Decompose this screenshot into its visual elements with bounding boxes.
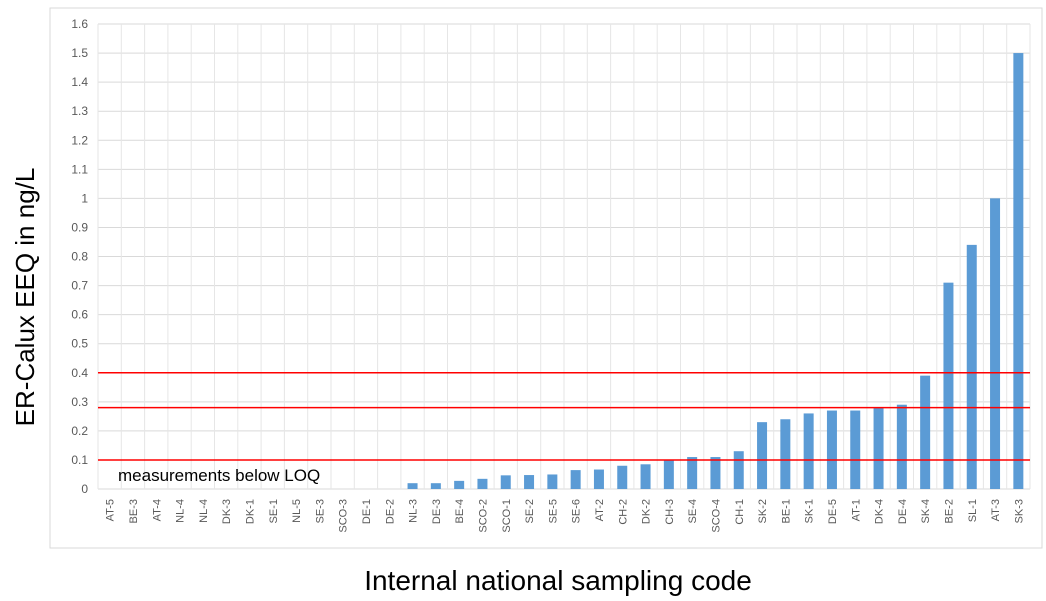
y-tick-label: 0.9	[71, 220, 88, 234]
bar	[896, 404, 907, 489]
x-tick-label: DE-4	[897, 499, 909, 524]
x-tick-label: BE-4	[454, 499, 466, 523]
bar	[757, 422, 768, 489]
y-tick-label: 0.8	[71, 250, 88, 264]
x-tick-label: DE-5	[827, 499, 839, 524]
x-tick-label: SCO-3	[338, 499, 350, 533]
y-tick-label: 1.4	[71, 75, 88, 89]
x-tick-label: SE-2	[524, 499, 536, 523]
x-tick-label: SL-1	[967, 499, 979, 522]
y-axis-ticks: 0 0.1 0.2 0.3 0.4 0.5 0.6 0.7 0.8 0.9 1 1.1 1.2 1.3 1.…	[71, 17, 88, 496]
x-axis-label: Internal national sampling code	[364, 565, 752, 596]
y-tick-label: 0.7	[71, 279, 88, 293]
bar	[943, 282, 954, 489]
y-tick-label: 1.6	[71, 17, 88, 31]
y-tick-label: 1.1	[71, 162, 88, 176]
x-tick-label: SE-4	[687, 499, 699, 523]
loq-annotation: measurements below LOQ	[118, 466, 320, 485]
bar	[500, 475, 511, 489]
y-tick-label: 1	[81, 191, 88, 205]
x-axis-ticks: AT-5 BE-3 AT-4 NL-4 NL-4 DK-3 DK-1 SE-1 NL-5 SE-3…	[105, 499, 1026, 533]
bar	[710, 457, 721, 489]
x-tick-label: BE-3	[128, 499, 140, 523]
y-tick-label: 0.6	[71, 308, 88, 322]
bar	[966, 244, 977, 489]
x-tick-label: SCO-4	[710, 499, 722, 533]
bar	[687, 457, 698, 489]
x-tick-label: AT-5	[105, 499, 117, 521]
x-tick-label: DK-1	[244, 499, 256, 524]
x-tick-label: BE-1	[780, 499, 792, 523]
x-tick-label: SK-2	[757, 499, 769, 523]
bar	[990, 198, 1001, 489]
bar	[663, 459, 674, 489]
x-tick-label: SK-4	[920, 499, 932, 523]
x-tick-label: AT-3	[990, 499, 1002, 521]
bar	[430, 483, 441, 489]
bar	[873, 407, 884, 489]
x-tick-label: AT-2	[594, 499, 606, 521]
x-tick-label: DK-4	[874, 499, 886, 524]
y-tick-label: 0.2	[71, 424, 88, 438]
x-tick-label: SE-6	[571, 499, 583, 523]
x-tick-label: DK-2	[641, 499, 653, 524]
x-tick-label: SE-1	[268, 499, 280, 523]
y-tick-label: 0.3	[71, 395, 88, 409]
bar	[570, 470, 581, 489]
reference-lines	[98, 372, 1030, 461]
y-tick-label: 0.5	[71, 337, 88, 351]
x-tick-label: CH-1	[734, 499, 746, 525]
bar	[920, 375, 931, 489]
bar	[640, 464, 651, 489]
x-tick-label: BE-2	[943, 499, 955, 523]
bar	[477, 478, 488, 489]
x-tick-label: SCO-1	[501, 499, 513, 533]
bar	[617, 465, 628, 489]
x-tick-label: SE-3	[314, 499, 326, 523]
bar	[1013, 53, 1024, 489]
x-tick-label: SCO-2	[477, 499, 489, 533]
bar	[850, 410, 861, 489]
bar	[826, 410, 837, 489]
x-tick-label: CH-2	[617, 499, 629, 525]
y-tick-label: 1.2	[71, 133, 88, 147]
x-tick-label: DK-3	[221, 499, 233, 524]
x-tick-label: CH-3	[664, 499, 676, 525]
bars	[407, 53, 1024, 489]
x-tick-label: AT-4	[151, 499, 163, 521]
y-tick-label: 0.4	[71, 366, 88, 380]
x-tick-label: SK-3	[1013, 499, 1025, 523]
bar	[593, 469, 604, 489]
x-tick-label: DE-2	[384, 499, 396, 524]
bar	[454, 480, 465, 489]
x-tick-label: DE-1	[361, 499, 373, 524]
bar	[780, 419, 791, 489]
x-tick-label: SK-1	[804, 499, 816, 523]
x-tick-label: NL-4	[198, 499, 210, 523]
y-tick-label: 1.3	[71, 104, 88, 118]
x-tick-label: AT-1	[850, 499, 862, 521]
bar	[803, 413, 814, 489]
bar	[547, 474, 558, 489]
bar	[733, 451, 744, 489]
y-axis-label: ER-Calux EEQ in ng/L	[10, 168, 40, 427]
bar	[524, 475, 535, 489]
x-tick-label: DE-3	[431, 499, 443, 524]
y-tick-label: 1.5	[71, 46, 88, 60]
bar	[407, 483, 418, 489]
y-tick-label: 0	[81, 482, 88, 496]
x-tick-label: NL-4	[175, 499, 187, 523]
gridlines	[97, 23, 1031, 490]
x-tick-label: NL-5	[291, 499, 303, 523]
x-tick-label: NL-3	[408, 499, 420, 523]
x-tick-label: SE-5	[547, 499, 559, 523]
y-tick-label: 0.1	[71, 453, 88, 467]
